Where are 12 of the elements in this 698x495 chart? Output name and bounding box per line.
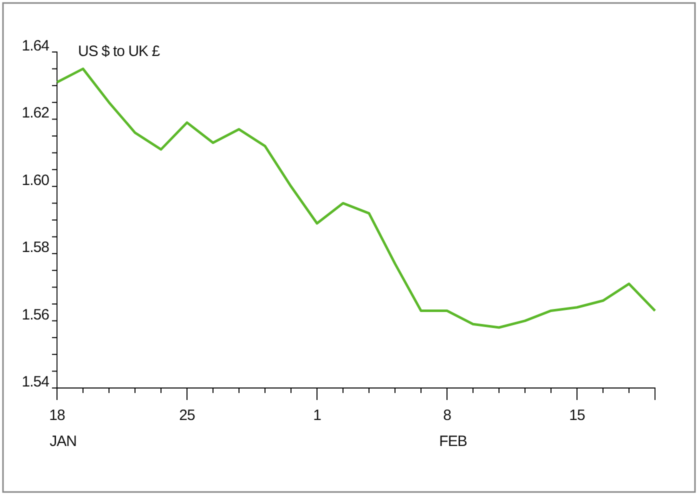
x-tick-label: 8 FEB	[439, 407, 468, 450]
y-tick-label: 1.64	[22, 38, 50, 54]
x-tick-label: 15	[569, 407, 585, 424]
y-tick-label: 1.54	[22, 374, 50, 390]
chart-title: US $ to UK £	[78, 43, 161, 60]
x-tick-label: 18 JAN	[49, 407, 76, 450]
y-tick-label: 1.56	[22, 306, 50, 324]
x-tick-label: 1	[313, 407, 322, 424]
y-tick-label: 1.60	[22, 172, 50, 189]
x-tick-label: 25	[179, 407, 195, 424]
y-tick-label: 1.58	[22, 239, 50, 256]
y-tick-label: 1.62	[22, 104, 50, 122]
